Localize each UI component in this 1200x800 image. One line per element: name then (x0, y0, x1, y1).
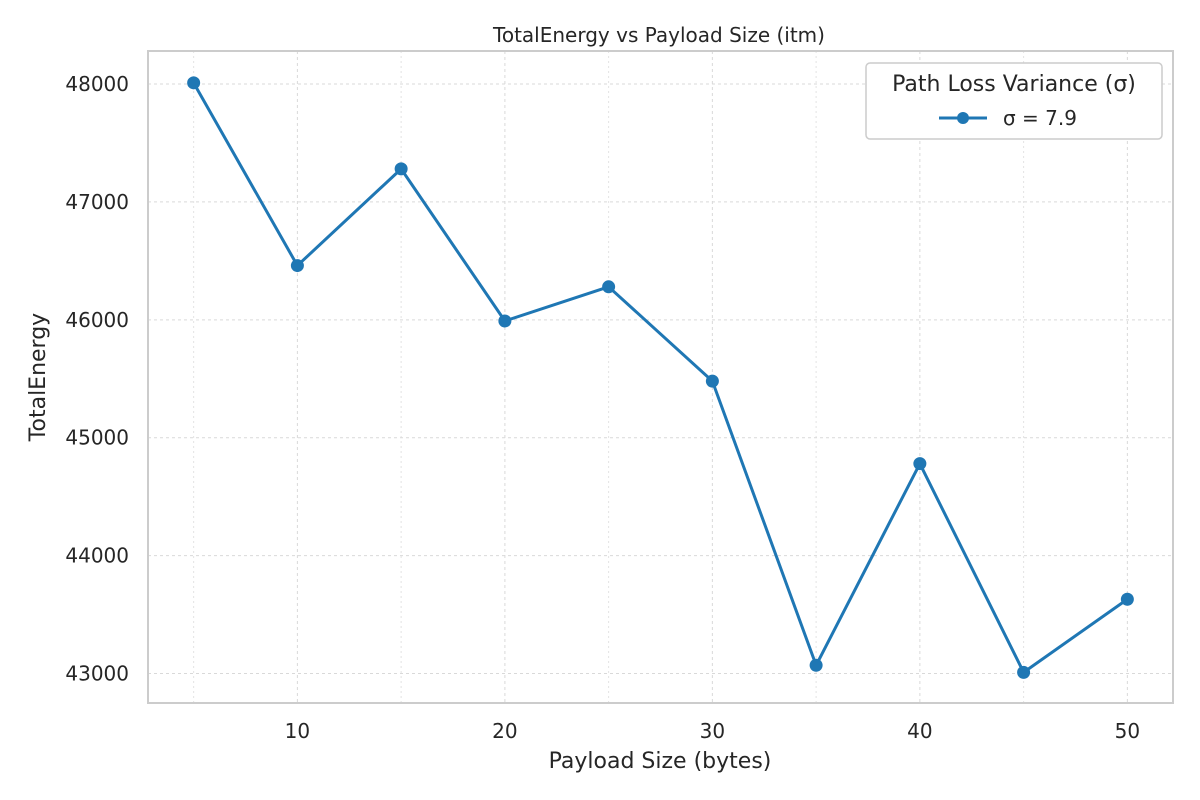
legend-box (865, 62, 1163, 140)
legend-series-label: σ = 7.9 (1003, 106, 1077, 130)
legend-title: Path Loss Variance (σ) (892, 72, 1136, 97)
y-tick-labels: 43000 44000 45000 46000 47000 48000 (65, 72, 129, 686)
x-tick-label: 30 (700, 719, 725, 743)
y-tick-label: 48000 (65, 72, 129, 96)
y-tick-label: 44000 (65, 544, 129, 568)
legend: Path Loss Variance (σ) σ = 7.9 (865, 62, 1163, 140)
x-tick-label: 10 (285, 719, 310, 743)
data-point (394, 162, 408, 176)
y-axis-label: TotalEnergy (26, 313, 51, 442)
data-point (1017, 665, 1031, 679)
data-point (1120, 592, 1134, 606)
chart-title: TotalEnergy vs Payload Size (itm) (492, 23, 825, 47)
x-tick-labels: 10 20 30 40 50 (285, 719, 1140, 743)
y-tick-label: 47000 (65, 190, 129, 214)
y-tick-label: 46000 (65, 308, 129, 332)
series-layer (187, 76, 1134, 679)
y-tick-label: 43000 (65, 662, 129, 686)
data-point (498, 314, 512, 328)
data-point (602, 280, 616, 294)
x-tick-label: 50 (1115, 719, 1140, 743)
x-tick-label: 20 (492, 719, 517, 743)
data-point (913, 457, 927, 471)
x-tick-label: 40 (907, 719, 932, 743)
data-point (187, 76, 201, 90)
x-axis-label: Payload Size (bytes) (549, 749, 772, 774)
y-tick-label: 45000 (65, 426, 129, 450)
data-point (809, 658, 823, 672)
data-point (705, 374, 719, 388)
legend-marker-swatch (957, 112, 969, 124)
series-line (192, 81, 1129, 674)
data-point (290, 259, 304, 273)
plot-frame (147, 50, 1174, 704)
